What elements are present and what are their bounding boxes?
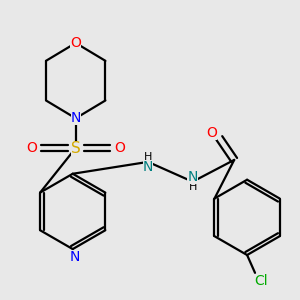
Text: N: N [188,170,198,184]
Text: O: O [114,141,125,155]
Text: O: O [27,141,38,155]
Text: N: N [70,250,80,264]
Text: H: H [188,182,197,192]
Text: N: N [143,160,153,174]
Text: H: H [144,152,152,162]
Text: O: O [70,36,81,50]
Text: N: N [70,111,81,125]
Text: O: O [206,126,217,140]
Text: S: S [71,140,81,155]
Text: Cl: Cl [254,274,268,288]
